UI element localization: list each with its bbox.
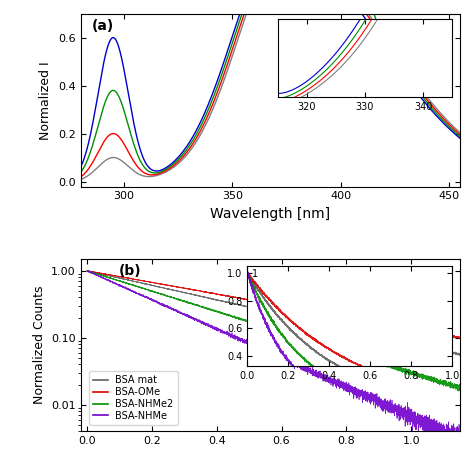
Y-axis label: Normalized Counts: Normalized Counts (33, 286, 46, 404)
Legend: BSA mat, BSA-OMe, BSA-NHMe2, BSA-NHMe: BSA mat, BSA-OMe, BSA-NHMe2, BSA-NHMe (89, 371, 178, 425)
Y-axis label: Normalized I: Normalized I (39, 61, 53, 140)
Text: (a): (a) (92, 19, 114, 33)
X-axis label: Wavelength [nm]: Wavelength [nm] (210, 207, 330, 221)
Text: (b): (b) (118, 264, 141, 278)
